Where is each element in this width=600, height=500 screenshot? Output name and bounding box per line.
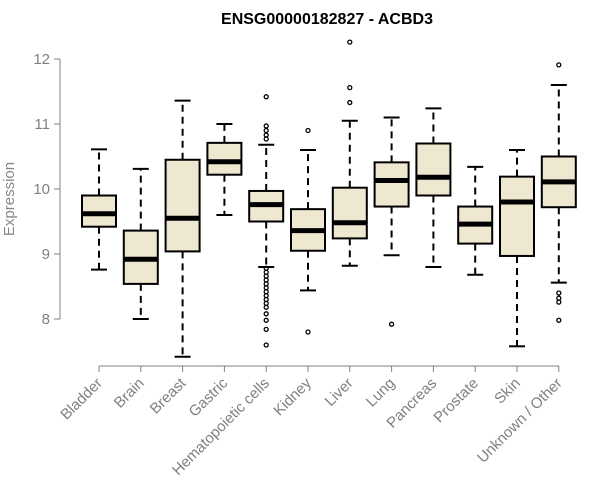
y-tick-label: 10 [33, 181, 50, 198]
outlier-point [305, 127, 311, 134]
outlier-point [263, 94, 269, 100]
chart-title: ENSG00000182827 - ACBD3 [221, 11, 433, 28]
outlier-point [347, 39, 353, 45]
outlier-point [556, 317, 562, 323]
outlier-point [556, 62, 562, 68]
outlier-point [305, 329, 311, 335]
iqr-box [331, 186, 368, 240]
x-tick-label: Kidney [270, 374, 315, 419]
outlier-point [556, 299, 562, 305]
iqr-box [499, 175, 535, 257]
outlier-point [556, 290, 562, 296]
box-unknown-other [540, 62, 577, 323]
outlier-point [347, 84, 353, 91]
x-tick-label: Brain [111, 375, 148, 412]
x-tick-label: Breast [147, 374, 190, 417]
outlier-point [263, 342, 269, 348]
box-liver [331, 39, 368, 267]
box-brain [122, 167, 159, 320]
x-tick-label: Liver [322, 375, 357, 410]
outlier-point [263, 136, 269, 142]
iqr-box [415, 142, 452, 197]
iqr-box [373, 161, 410, 208]
outlier-point [263, 317, 269, 323]
y-tick-label: 9 [42, 246, 50, 263]
outlier-point [263, 123, 269, 129]
outlier-point [263, 326, 269, 333]
boxes-layer [81, 39, 577, 358]
box-bladder [81, 148, 117, 271]
x-tick-label: Lung [363, 375, 399, 411]
box-hematopoietic-cells [248, 94, 285, 348]
outlier-point [263, 311, 269, 317]
iqr-box [81, 194, 117, 228]
x-tick-label: Bladder [57, 375, 106, 424]
y-axis: 8 9 10 11 12 [33, 51, 61, 328]
box-skin [499, 149, 535, 348]
box-pancreas [415, 107, 452, 268]
x-tick-label: Skin [491, 375, 524, 408]
y-tick-label: 8 [42, 311, 50, 328]
box-gastric [206, 123, 243, 216]
iqr-box [206, 141, 243, 176]
box-prostate [457, 165, 494, 276]
outlier-point [263, 304, 269, 310]
outlier-point [263, 127, 269, 134]
box-lung [373, 116, 410, 327]
box-kidney [290, 127, 326, 335]
y-axis-label: Expression [1, 162, 18, 236]
iqr-box [164, 158, 201, 253]
y-tick-label: 11 [34, 116, 50, 133]
box-breast [164, 99, 201, 358]
y-tick-label: 12 [33, 51, 50, 68]
x-tick-label: Prostate [430, 375, 482, 427]
outlier-point [347, 99, 353, 106]
outlier-point [388, 321, 395, 327]
